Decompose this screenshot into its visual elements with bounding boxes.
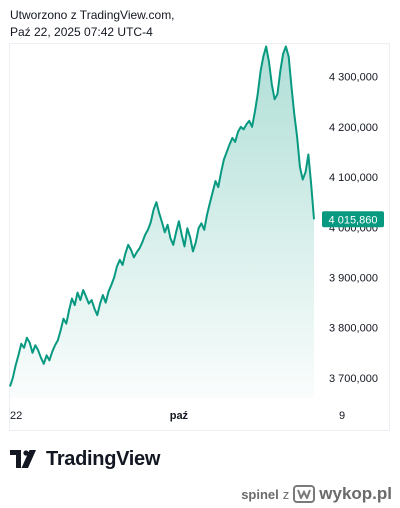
tradingview-logo[interactable]: TradingView	[10, 448, 160, 470]
y-tick-label: 3 800,000	[329, 323, 378, 335]
x-tick-label: paź	[170, 410, 189, 422]
chart-caption: Utworzono z TradingView.com, Paź 22, 202…	[10, 7, 175, 41]
footer-username[interactable]: spinel	[241, 486, 279, 502]
y-tick-label: 3 700,000	[329, 373, 378, 385]
price-series-line	[9, 45, 315, 387]
wykop-logo-icon	[293, 485, 316, 503]
last-price-label: 4 015,860	[329, 214, 378, 226]
caption-line-2: Paź 22, 2025 07:42 UTC-4	[10, 25, 153, 39]
caption-line-1: Utworzono z TradingView.com,	[10, 8, 175, 22]
chart-frame	[9, 43, 390, 431]
y-tick-label: 4 100,000	[329, 172, 378, 184]
x-tick-label: 22	[10, 410, 22, 422]
footer-site-name[interactable]: wykop.pl	[319, 484, 392, 503]
y-tick-label: 4 300,000	[329, 72, 378, 84]
footer-attribution: spinel z wykop.pl	[241, 484, 392, 504]
x-tick-label: 9	[339, 410, 345, 422]
y-tick-label: 3 900,000	[329, 273, 378, 285]
footer-joiner: z	[282, 486, 290, 502]
tradingview-mark-icon	[10, 450, 36, 468]
y-tick-label: 4 200,000	[329, 122, 378, 134]
last-price-tag	[322, 211, 384, 228]
tradingview-wordmark: TradingView	[46, 447, 161, 470]
